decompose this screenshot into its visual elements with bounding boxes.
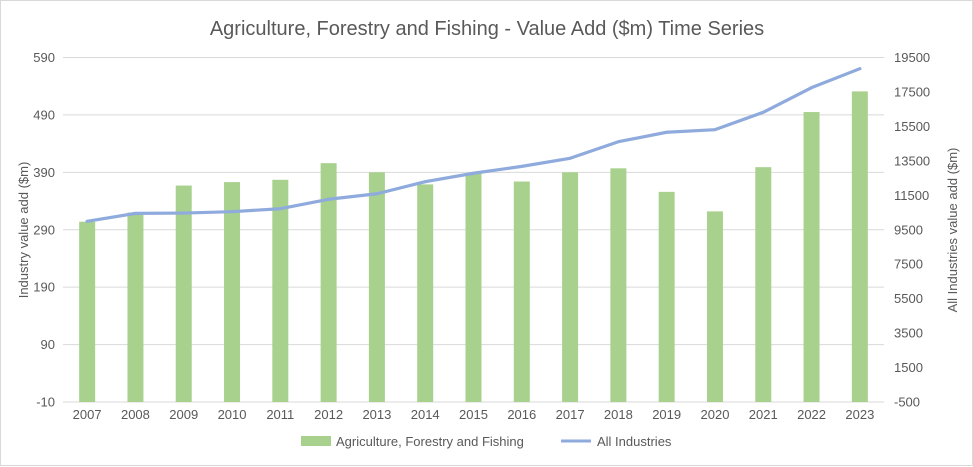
bar-2022 — [803, 112, 820, 402]
x-tick-label: 2016 — [507, 407, 536, 422]
x-tick-label: 2014 — [411, 407, 440, 422]
bar-2008 — [127, 212, 144, 402]
x-tick-label: 2015 — [459, 407, 488, 422]
line-point-2012 — [327, 197, 331, 201]
left-tick-label: 490 — [33, 107, 55, 122]
line-point-2021 — [761, 110, 765, 114]
x-tick-label: 2023 — [845, 407, 874, 422]
right-tick-label: 9500 — [894, 222, 923, 237]
x-tick-label: 2013 — [362, 407, 391, 422]
line-series — [85, 67, 862, 223]
x-tick-label: 2019 — [652, 407, 681, 422]
bar-2012 — [320, 163, 337, 402]
x-tick-label: 2020 — [701, 407, 730, 422]
x-tick-label: 2018 — [604, 407, 633, 422]
line-point-2007 — [85, 219, 89, 223]
x-tick-label: 2017 — [556, 407, 585, 422]
line-point-2008 — [133, 211, 137, 215]
bar-2015 — [465, 172, 482, 402]
left-tick-label: 590 — [33, 50, 55, 65]
left-tick-label: -10 — [36, 395, 55, 410]
line-point-2015 — [472, 171, 475, 175]
line-point-2020 — [713, 128, 717, 132]
x-tick-label: 2021 — [749, 407, 778, 422]
left-axis-ticks: -10 90 190 290 390 490 590 — [33, 50, 55, 410]
line-point-2014 — [423, 180, 427, 184]
bar-2007 — [79, 221, 96, 402]
x-tick-label: 2009 — [169, 407, 198, 422]
right-tick-label: 7500 — [894, 257, 923, 272]
line-point-2013 — [375, 192, 379, 196]
right-tick-label: 1500 — [894, 360, 923, 375]
right-tick-label: 19500 — [894, 50, 930, 65]
x-tick-label: 2007 — [73, 407, 102, 422]
right-tick-label: 3500 — [894, 326, 923, 341]
right-tick-label: 15500 — [894, 119, 930, 134]
bar-2018 — [610, 168, 627, 402]
line-point-2016 — [520, 164, 524, 168]
legend-label-all-industries: All Industries — [597, 434, 672, 449]
right-tick-label: 5500 — [894, 291, 923, 306]
x-tick-label: 2008 — [121, 407, 150, 422]
line-point-2018 — [616, 140, 620, 144]
left-tick-label: 390 — [33, 165, 55, 180]
line-point-2019 — [665, 130, 669, 134]
line-point-2011 — [278, 207, 282, 211]
bar-2009 — [175, 185, 192, 402]
x-tick-label: 2010 — [218, 407, 247, 422]
bar-2017 — [562, 172, 579, 402]
bar-2013 — [368, 172, 385, 402]
x-axis-ticks: 2007 2008 2009 2010 2011 2012 2013 2014 2015 2016… — [73, 407, 875, 422]
right-tick-label: 13500 — [894, 153, 930, 168]
right-axis-ticks: -500 1500 3500 5500 7500 9500 11500 13500 15500 1… — [894, 50, 930, 410]
chart-title: Agriculture, Forestry and Fishing - Valu… — [210, 18, 764, 40]
right-tick-label: 11500 — [894, 188, 929, 203]
x-tick-label: 2022 — [797, 407, 826, 422]
bar-2016 — [513, 181, 530, 402]
bar-2010 — [224, 182, 241, 402]
line-point-2023 — [858, 67, 862, 71]
bar-series — [79, 91, 868, 403]
bar-2021 — [755, 167, 772, 402]
legend: Agriculture, Forestry and Fishing All In… — [301, 434, 672, 449]
left-tick-label: 190 — [33, 280, 55, 295]
line-point-2017 — [568, 156, 572, 160]
bar-2023 — [851, 91, 868, 403]
line-point-2010 — [230, 210, 234, 214]
legend-label-agriculture: Agriculture, Forestry and Fishing — [336, 434, 524, 449]
bar-2019 — [658, 191, 675, 402]
right-tick-label: -500 — [894, 395, 920, 410]
left-tick-label: 90 — [41, 337, 55, 352]
left-tick-label: 290 — [33, 222, 55, 237]
line-point-2022 — [810, 86, 814, 90]
left-axis-label: Industry value add ($m) — [16, 162, 31, 299]
right-axis-label: All Industries value add ($m) — [945, 148, 960, 313]
legend-swatch-bar — [301, 436, 331, 446]
bar-2020 — [706, 211, 723, 402]
bar-2011 — [272, 179, 289, 402]
line-point-2009 — [182, 211, 186, 215]
bar-2014 — [417, 184, 434, 402]
right-tick-label: 17500 — [894, 84, 930, 99]
x-tick-label: 2011 — [266, 407, 294, 422]
x-tick-label: 2012 — [314, 407, 343, 422]
